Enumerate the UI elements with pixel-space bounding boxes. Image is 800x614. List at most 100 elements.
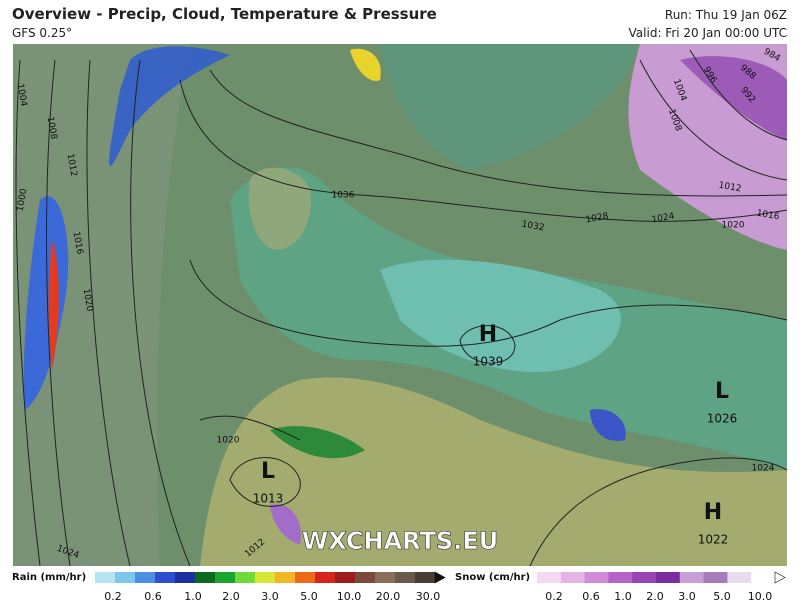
rain-legend-label: Rain (mm/hr) (12, 572, 86, 583)
isobar-label: 1004 (15, 83, 29, 108)
isobar (15, 59, 41, 567)
valid-time: Valid: Fri 20 Jan 00:00 UTC (629, 26, 787, 40)
rain-tick: 30.0 (416, 590, 441, 603)
rain-tick: 0.6 (144, 590, 162, 603)
rain-swatch (235, 572, 256, 583)
rain-swatch (295, 572, 316, 583)
run-time: Run: Thu 19 Jan 06Z (665, 8, 787, 22)
legend: Rain (mm/hr) Snow (cm/hr) (12, 572, 530, 583)
rain-swatch (315, 572, 336, 583)
map: WXCHARTS.EU (13, 44, 788, 567)
isobar (209, 69, 788, 197)
rain-tick: 1.0 (184, 590, 202, 603)
isobar (459, 325, 516, 364)
snow-swatch (608, 572, 633, 583)
title: Overview - Precip, Cloud, Temperature & … (12, 5, 437, 23)
british-isles (248, 167, 311, 250)
heavy-rain (49, 240, 59, 370)
snow-swatch (679, 572, 705, 583)
rain-norway (350, 48, 381, 81)
isobar-label: 1000 (16, 188, 30, 213)
snow-tick: 10.0 (748, 590, 773, 603)
snow-tick: 1.0 (614, 590, 632, 603)
isobar (689, 49, 788, 141)
africa-land (200, 377, 787, 566)
rain-swatch (115, 572, 136, 583)
watermark: WXCHARTS.EU (302, 527, 498, 555)
rain-swatch (255, 572, 276, 583)
rain-band (109, 46, 230, 167)
isobar-label: 1012 (65, 153, 79, 177)
isobar-label: 1032 (521, 220, 545, 234)
rain-swatch (215, 572, 236, 583)
rain-spain (270, 426, 365, 459)
rain-tick: 20.0 (376, 590, 401, 603)
isobar (46, 59, 71, 567)
snow-swatch (537, 572, 562, 583)
pressure-value: 1013 (253, 492, 284, 506)
isobar-label: 1020 (722, 221, 745, 231)
rain-tick: 10.0 (337, 590, 362, 603)
isobar (189, 259, 788, 347)
rain-swatch (175, 572, 196, 583)
pressure-value: 1022 (698, 533, 729, 547)
heavy-snow (680, 56, 787, 140)
snow-swatch (727, 572, 752, 583)
rain-front (23, 196, 69, 410)
snow-swatch (560, 572, 586, 583)
rain-swatch (95, 572, 116, 583)
pressure-letter: H (479, 322, 497, 347)
cold-air (380, 259, 621, 372)
snow-tick: 3.0 (678, 590, 696, 603)
isobar (130, 59, 191, 567)
isobar-label: 1028 (585, 212, 610, 226)
isobar (529, 457, 788, 567)
snow-swatch (656, 572, 681, 583)
isobar-label: 1036 (332, 191, 355, 201)
pressure-letter: L (715, 379, 729, 404)
snow-swatch (703, 572, 728, 583)
snow-legend-label: Snow (cm/hr) (455, 572, 530, 583)
isobar (179, 79, 788, 222)
snow-tick: 0.6 (582, 590, 600, 603)
rain-tick: 3.0 (261, 590, 279, 603)
rain-swatch (375, 572, 396, 583)
rain-swatch (195, 572, 216, 583)
rain-tick: 0.2 (104, 590, 122, 603)
isobar-label: 1020 (81, 288, 95, 313)
snow-swatch (632, 572, 657, 583)
isobar (229, 457, 301, 507)
rain-swatch (395, 572, 416, 583)
isobar-label: 1012 (718, 181, 742, 195)
scandinavia (380, 44, 640, 170)
isobar (86, 59, 131, 567)
isobar-label: 1016 (756, 209, 781, 223)
isobar-label: 1024 (752, 464, 775, 474)
rain-swatch (355, 572, 376, 583)
isobar-label: 1024 (651, 212, 676, 226)
rain-turkey (590, 409, 626, 441)
isobar (639, 59, 788, 181)
snow-swatch (751, 572, 776, 583)
snow-atlas (270, 504, 301, 545)
rain-tick: 5.0 (300, 590, 318, 603)
isobar-label: 1016 (71, 231, 85, 256)
rain-arrow (434, 571, 446, 584)
snow-tick: 5.0 (713, 590, 731, 603)
snow-swatch (584, 572, 609, 583)
snow-tick: 2.0 (646, 590, 664, 603)
rain-tick: 2.0 (222, 590, 240, 603)
atlantic (13, 44, 190, 566)
model: GFS 0.25° (12, 26, 72, 40)
snow-tick: 0.2 (545, 590, 563, 603)
rain-swatch (155, 572, 176, 583)
isobar-label: 1020 (217, 436, 240, 446)
rain-swatch (275, 572, 296, 583)
pressure-value: 1039 (473, 355, 504, 369)
snow-arrow (774, 571, 786, 584)
pressure-value: 1026 (707, 412, 738, 426)
rain-swatch (135, 572, 156, 583)
rain-swatch (415, 572, 436, 583)
rain-swatch (335, 572, 356, 583)
